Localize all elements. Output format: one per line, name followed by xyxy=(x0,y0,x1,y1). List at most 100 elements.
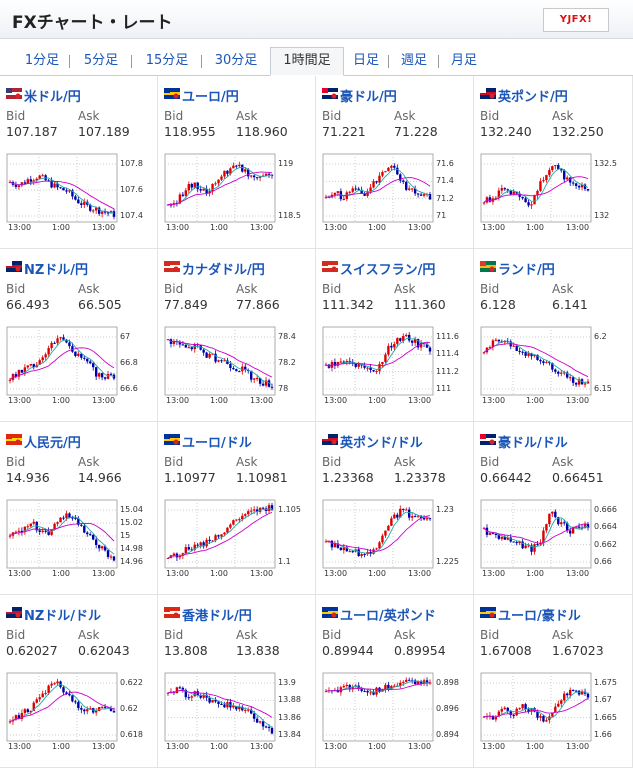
pair-title[interactable]: 英ポンド/ドル xyxy=(340,436,423,451)
mini-chart[interactable] xyxy=(479,325,629,415)
candle-body xyxy=(390,345,393,348)
pair-title[interactable]: スイスフラン/円 xyxy=(340,263,436,278)
candle-body xyxy=(41,357,44,361)
candle-body xyxy=(491,340,495,348)
candle-body xyxy=(65,339,68,343)
candle-body xyxy=(563,372,566,374)
candle-body xyxy=(14,184,18,187)
candle-body xyxy=(515,708,518,716)
pair-card[interactable]: ランド/円 Bid Ask 6.128 6.141 6.2 6.15 13:00 1:00 13:… xyxy=(474,249,633,422)
bid-value: 1.23368 xyxy=(322,470,374,485)
x-tick-label: 1:00 xyxy=(52,569,70,578)
pair-title[interactable]: 人民元/円 xyxy=(24,436,81,451)
tab-5min[interactable]: 5分足 xyxy=(70,48,132,74)
tab-1min[interactable]: 1分足 xyxy=(14,48,70,74)
mini-chart[interactable] xyxy=(5,325,155,415)
candle-body xyxy=(515,345,518,351)
candle-body xyxy=(324,196,328,198)
pair-card[interactable]: 米ドル/円 Bid Ask 107.187 107.189 107.8 107.6 107.4… xyxy=(0,76,158,249)
mini-chart[interactable] xyxy=(163,671,313,761)
tab-30min[interactable]: 30分足 xyxy=(214,53,258,68)
candle-body xyxy=(232,165,235,169)
candle-body xyxy=(503,188,506,190)
mini-chart[interactable] xyxy=(5,671,155,761)
us-flag-icon xyxy=(6,88,22,99)
candle-body xyxy=(527,545,530,547)
pair-card[interactable]: ユーロ/円 Bid Ask 118.955 118.960 119 118.5 13:00 1:… xyxy=(158,76,316,249)
candle-body xyxy=(97,544,101,549)
mini-chart[interactable] xyxy=(163,152,313,242)
candle-body xyxy=(190,183,193,188)
mini-chart[interactable] xyxy=(5,152,155,242)
pair-title[interactable]: 豪ドル/ドル xyxy=(498,436,568,451)
mini-chart[interactable] xyxy=(321,671,471,761)
x-tick-label: 13:00 xyxy=(324,742,348,751)
pair-title[interactable]: カナダドル/円 xyxy=(182,263,265,278)
tab-15min[interactable]: 15分足 xyxy=(132,48,202,74)
mini-chart[interactable] xyxy=(5,498,155,588)
mini-chart[interactable] xyxy=(321,152,471,242)
candle-body xyxy=(557,517,560,525)
tab-1hour[interactable]: 1時間足 xyxy=(270,47,344,76)
candle-body xyxy=(524,198,527,203)
pair-card[interactable]: ユーロ/ドル Bid Ask 1.10977 1.10981 1.105 1.1 13:00 1… xyxy=(158,422,316,595)
candle-body xyxy=(32,521,35,524)
candle-body xyxy=(336,361,340,366)
candle-body xyxy=(384,354,387,362)
candle-body xyxy=(545,524,548,531)
mini-chart[interactable] xyxy=(479,498,629,588)
pair-title[interactable]: ユーロ/豪ドル xyxy=(498,609,581,624)
mini-chart[interactable] xyxy=(163,325,313,415)
pair-card[interactable]: NZドル/円 Bid Ask 66.493 66.505 67 66.8 66.6 13:00 1… xyxy=(0,249,158,422)
candle-body xyxy=(181,687,185,690)
candle-body xyxy=(482,352,486,354)
candle-body xyxy=(235,165,238,167)
pair-title[interactable]: 豪ドル/円 xyxy=(340,90,397,105)
pair-card[interactable]: 豪ドル/円 Bid Ask 71.221 71.228 71.6 71.4 71.2 71 13:… xyxy=(316,76,474,249)
candle-body xyxy=(515,541,518,544)
pair-title[interactable]: ユーロ/円 xyxy=(182,90,239,105)
tab-daily[interactable]: 日足 xyxy=(343,48,389,74)
pair-title[interactable]: 香港ドル/円 xyxy=(182,609,252,624)
candle-body xyxy=(357,364,360,367)
mini-chart[interactable] xyxy=(321,325,471,415)
candle-body xyxy=(402,180,405,182)
pair-card[interactable]: カナダドル/円 Bid Ask 77.849 77.866 78.4 78.2 78 13:00… xyxy=(158,249,316,422)
tab-weekly[interactable]: 週足 xyxy=(389,48,439,74)
hk-flag-icon xyxy=(164,607,180,618)
mini-chart[interactable] xyxy=(163,498,313,588)
pair-title[interactable]: NZドル/ドル xyxy=(24,609,102,624)
pair-card[interactable]: ユーロ/英ポンド Bid Ask 0.89944 0.89954 0.898 0.896 0.… xyxy=(316,595,474,768)
pair-title[interactable]: ユーロ/英ポンド xyxy=(340,609,436,624)
pair-card[interactable]: NZドル/ドル Bid Ask 0.62027 0.62043 0.622 0.62 0.61… xyxy=(0,595,158,768)
mini-chart[interactable] xyxy=(321,498,471,588)
pair-card[interactable]: 英ポンド/円 Bid Ask 132.240 132.250 132.5 132 13:00 1… xyxy=(474,76,633,249)
pair-card[interactable]: ユーロ/豪ドル Bid Ask 1.67008 1.67023 1.675 1.67 1.66… xyxy=(474,595,633,768)
candle-body xyxy=(258,377,262,384)
pair-card[interactable]: 香港ドル/円 Bid Ask 13.808 13.838 13.9 13.88 13.86 13… xyxy=(158,595,316,768)
pair-title[interactable]: ランド/円 xyxy=(498,263,555,278)
candle-body xyxy=(17,715,21,719)
pair-card[interactable]: スイスフラン/円 Bid Ask 111.342 111.360 111.6 111.4 11… xyxy=(316,249,474,422)
candle-body xyxy=(50,342,53,349)
mini-chart[interactable] xyxy=(479,152,629,242)
candle-body xyxy=(94,539,98,545)
pair-title[interactable]: 米ドル/円 xyxy=(24,90,81,105)
yjfx-logo[interactable]: YJFX! xyxy=(543,8,609,32)
pair-title[interactable]: ユーロ/ドル xyxy=(182,436,252,451)
candle-body xyxy=(324,691,328,693)
pair-title[interactable]: 英ポンド/円 xyxy=(498,90,568,105)
bid-label: Bid xyxy=(164,282,184,296)
pair-card[interactable]: 英ポンド/ドル Bid Ask 1.23368 1.23378 1.23 1.225 13:0… xyxy=(316,422,474,595)
candle-body xyxy=(199,695,202,698)
candle-body xyxy=(217,701,220,705)
y-tick-label: 6.15 xyxy=(594,384,612,393)
y-tick-label: 71.6 xyxy=(436,159,454,168)
candle-body xyxy=(387,345,390,355)
tab-monthly[interactable]: 月足 xyxy=(450,53,477,68)
candle-body xyxy=(393,514,396,519)
pair-card[interactable]: 豪ドル/ドル Bid Ask 0.66442 0.66451 0.666 0.664 0.66… xyxy=(474,422,633,595)
pair-title[interactable]: NZドル/円 xyxy=(24,263,89,278)
pair-card[interactable]: 人民元/円 Bid Ask 14.936 14.966 15.04 15.02 15 14.98… xyxy=(0,422,158,595)
mini-chart[interactable] xyxy=(479,671,629,761)
